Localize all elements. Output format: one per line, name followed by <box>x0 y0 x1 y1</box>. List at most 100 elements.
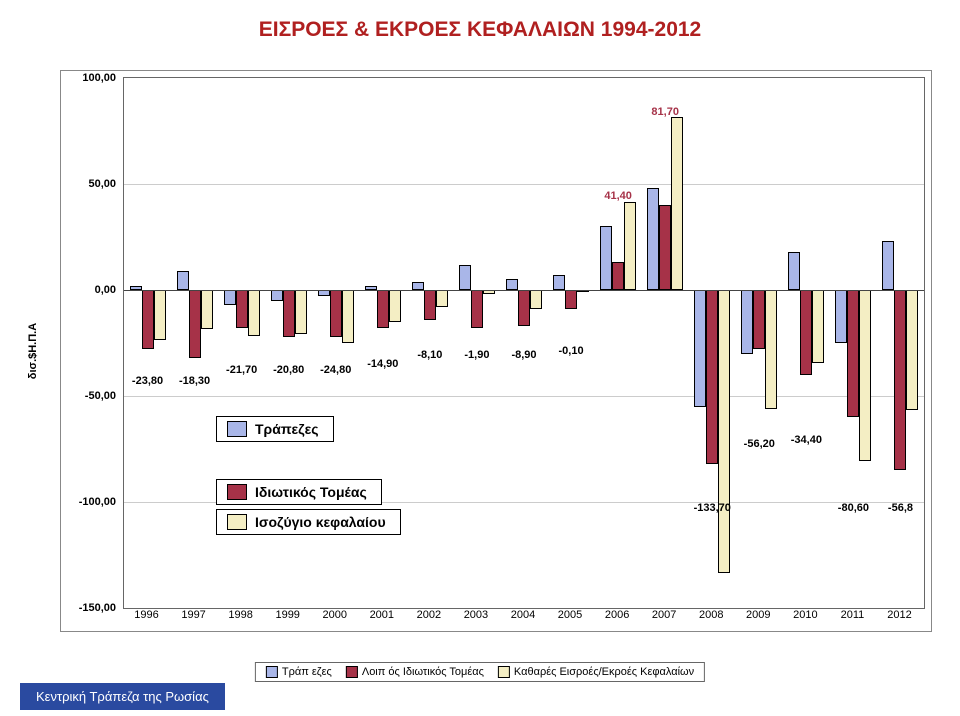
bottom-legend-item: Τράπ εζες <box>266 666 332 678</box>
data-label: 41,40 <box>604 190 632 202</box>
bar-idiotikos <box>706 290 718 464</box>
ytick-label: 100,00 <box>66 72 116 84</box>
data-label: -1,90 <box>464 349 489 361</box>
bar-isozygio <box>154 290 166 340</box>
xtick-label: 2006 <box>592 609 642 621</box>
bar-idiotikos <box>236 290 248 328</box>
ytick-label: -100,00 <box>66 496 116 508</box>
legend-label: Ιδιωτικός Τομέας <box>255 484 367 500</box>
bar-isozygio <box>201 290 213 329</box>
bar-trapezes <box>647 188 659 290</box>
legend-label: Καθαρές Εισροές/Εκροές Κεφαλαίων <box>514 666 694 678</box>
xtick-label: 2011 <box>827 609 877 621</box>
legend-box: Ιδιωτικός Τομέας <box>216 479 382 505</box>
source-label: Κεντρική Τράπεζα της Ρωσίας <box>20 683 225 710</box>
data-label: -23,80 <box>132 375 163 387</box>
xtick-label: 2003 <box>451 609 501 621</box>
data-label: -80,60 <box>838 502 869 514</box>
xtick-label: 2002 <box>404 609 454 621</box>
bar-trapezes <box>553 275 565 290</box>
ytick-label: 0,00 <box>66 284 116 296</box>
legend-label: Ισοζύγιο κεφαλαίου <box>255 514 386 530</box>
data-label: -133,70 <box>694 502 731 514</box>
xtick-label: 2010 <box>780 609 830 621</box>
xtick-label: 1998 <box>216 609 266 621</box>
data-label: -8,10 <box>417 349 442 361</box>
bar-isozygio <box>859 290 871 461</box>
chart-title: ΕΙΣΡΟΕΣ & ΕΚΡΟΕΣ ΚΕΦΑΛΑΙΩΝ 1994-2012 <box>0 18 960 42</box>
bar-isozygio <box>906 290 918 410</box>
xtick-label: 2012 <box>874 609 924 621</box>
bar-idiotikos <box>424 290 436 320</box>
bar-trapezes <box>506 279 518 290</box>
xtick-label: 2005 <box>545 609 595 621</box>
bar-trapezes <box>412 282 424 290</box>
bar-idiotikos <box>800 290 812 375</box>
bar-trapezes <box>271 290 283 301</box>
data-label: -14,90 <box>367 358 398 370</box>
bar-idiotikos <box>612 262 624 290</box>
bar-trapezes <box>882 241 894 290</box>
legend-swatch <box>227 484 247 500</box>
bar-trapezes <box>835 290 847 343</box>
legend-label: Τράπεζες <box>255 421 319 437</box>
bar-isozygio <box>389 290 401 322</box>
data-label: -0,10 <box>559 345 584 357</box>
bar-idiotikos <box>189 290 201 358</box>
xtick-label: 2001 <box>357 609 407 621</box>
bar-isozygio <box>765 290 777 409</box>
data-label: -24,80 <box>320 364 351 376</box>
legend-swatch <box>227 421 247 437</box>
data-label: -56,8 <box>888 502 913 514</box>
bar-idiotikos <box>659 205 671 290</box>
bar-idiotikos <box>142 290 154 349</box>
chart-page: ΕΙΣΡΟΕΣ & ΕΚΡΟΕΣ ΚΕΦΑΛΑΙΩΝ 1994-2012 δισ… <box>0 0 960 716</box>
legend-swatch <box>498 666 510 678</box>
legend-box: Τράπεζες <box>216 416 334 442</box>
bar-isozygio <box>718 290 730 573</box>
bar-isozygio <box>248 290 260 336</box>
xtick-label: 2007 <box>639 609 689 621</box>
data-label: -56,20 <box>744 438 775 450</box>
bar-trapezes <box>694 290 706 407</box>
xtick-label: 2000 <box>310 609 360 621</box>
bar-isozygio <box>436 290 448 307</box>
chart-container: δισ.$Η.Π.Α -150,00-100,00-50,000,0050,00… <box>60 70 932 632</box>
xtick-label: 2004 <box>498 609 548 621</box>
legend-swatch <box>346 666 358 678</box>
bar-isozygio <box>342 290 354 343</box>
xtick-label: 1996 <box>122 609 172 621</box>
data-label: -34,40 <box>791 434 822 446</box>
xtick-label: 1997 <box>169 609 219 621</box>
bar-trapezes <box>600 226 612 290</box>
bottom-legend-item: Καθαρές Εισροές/Εκροές Κεφαλαίων <box>498 666 694 678</box>
bar-isozygio <box>812 290 824 363</box>
bottom-legend: Τράπ εζες Λοιπ ός Ιδιωτικός Τομέας Καθαρές… <box>255 662 705 682</box>
bar-idiotikos <box>377 290 389 328</box>
bar-idiotikos <box>753 290 765 349</box>
y-axis-label: δισ.$Η.Π.Α <box>27 323 39 379</box>
bar-idiotikos <box>330 290 342 337</box>
bar-isozygio <box>624 202 636 290</box>
legend-label: Τράπ εζες <box>282 666 332 678</box>
legend-swatch <box>266 666 278 678</box>
bar-idiotikos <box>894 290 906 470</box>
bar-trapezes <box>177 271 189 290</box>
ytick-label: -50,00 <box>66 390 116 402</box>
bar-idiotikos <box>471 290 483 328</box>
ytick-label: 50,00 <box>66 178 116 190</box>
xtick-label: 2009 <box>733 609 783 621</box>
bar-trapezes <box>224 290 236 305</box>
bottom-legend-item: Λοιπ ός Ιδιωτικός Τομέας <box>346 666 484 678</box>
data-label: -21,70 <box>226 364 257 376</box>
legend-label: Λοιπ ός Ιδιωτικός Τομέας <box>362 666 484 678</box>
bar-isozygio <box>295 290 307 334</box>
legend-box: Ισοζύγιο κεφαλαίου <box>216 509 401 535</box>
bar-idiotikos <box>283 290 295 337</box>
data-label: -8,90 <box>511 349 536 361</box>
xtick-label: 1999 <box>263 609 313 621</box>
bar-trapezes <box>459 265 471 290</box>
xtick-label: 2008 <box>686 609 736 621</box>
bar-idiotikos <box>565 290 577 309</box>
ytick-label: -150,00 <box>66 602 116 614</box>
